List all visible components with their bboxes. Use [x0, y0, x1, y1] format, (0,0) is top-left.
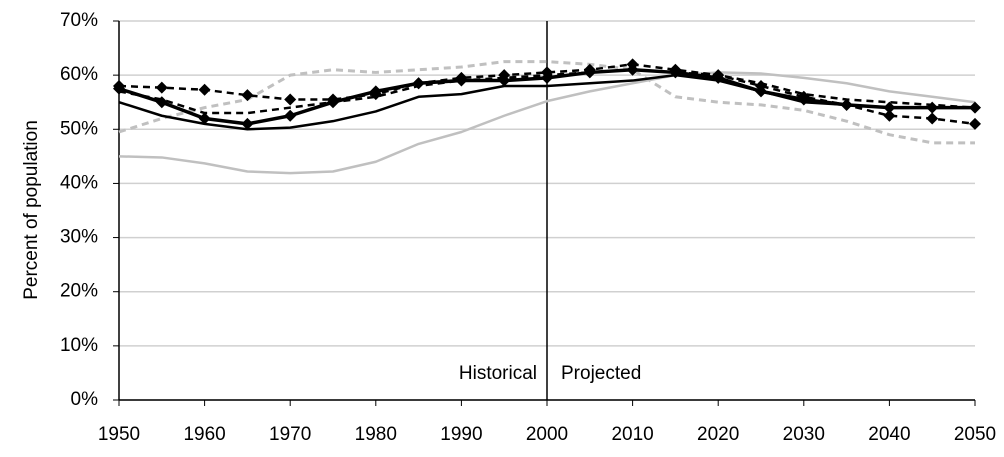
point-marker	[712, 71, 725, 84]
x-tick-label: 1970	[269, 424, 311, 445]
x-tick-label: 2050	[954, 424, 996, 445]
point-marker	[755, 85, 767, 98]
point-marker	[155, 96, 168, 109]
point-marker	[284, 93, 297, 106]
point-marker	[926, 101, 939, 114]
point-marker	[969, 117, 981, 130]
point-marker	[840, 98, 853, 111]
point-marker	[626, 63, 639, 76]
point-marker	[883, 109, 896, 122]
x-tick-label: 1950	[98, 424, 140, 445]
y-tick-label: 0%	[71, 389, 99, 410]
point-marker	[155, 81, 168, 94]
point-marker	[327, 96, 339, 109]
x-tick-label: 2040	[868, 424, 910, 445]
series-line	[118, 71, 976, 175]
point-marker	[498, 74, 511, 87]
y-tick-label: 30%	[60, 227, 98, 248]
annotation: Projected	[561, 363, 641, 384]
point-marker	[455, 74, 468, 87]
x-tick-label: 1990	[440, 424, 482, 445]
x-tick-label: 2000	[526, 424, 568, 445]
point-marker	[583, 66, 596, 79]
point-marker	[113, 82, 125, 95]
point-marker	[198, 83, 211, 96]
point-marker	[241, 89, 254, 102]
y-tick-label: 60%	[60, 64, 98, 85]
x-tick-label: 2020	[697, 424, 739, 445]
y-tick-label: 40%	[60, 172, 98, 193]
x-tick-label: 1960	[183, 424, 225, 445]
y-tick-label: 70%	[60, 10, 98, 31]
series-line	[118, 60, 975, 145]
point-marker	[669, 66, 682, 79]
point-marker	[369, 85, 382, 98]
point-marker	[969, 101, 981, 114]
y-tick-label: 50%	[60, 118, 98, 139]
y-tick-label: 10%	[60, 335, 98, 356]
point-marker	[284, 109, 297, 122]
annotation: Historical	[459, 363, 537, 384]
point-marker	[241, 117, 254, 130]
point-marker	[198, 112, 211, 125]
point-marker	[412, 77, 425, 90]
y-axis-label: Percent of population	[21, 120, 42, 300]
x-tick-label: 1980	[355, 424, 397, 445]
point-marker	[883, 101, 896, 114]
point-marker	[926, 112, 939, 125]
point-marker	[797, 93, 810, 106]
y-tick-label: 20%	[60, 281, 98, 302]
x-tick-label: 2030	[783, 424, 825, 445]
x-tick-label: 2010	[611, 424, 653, 445]
point-marker	[541, 71, 553, 84]
